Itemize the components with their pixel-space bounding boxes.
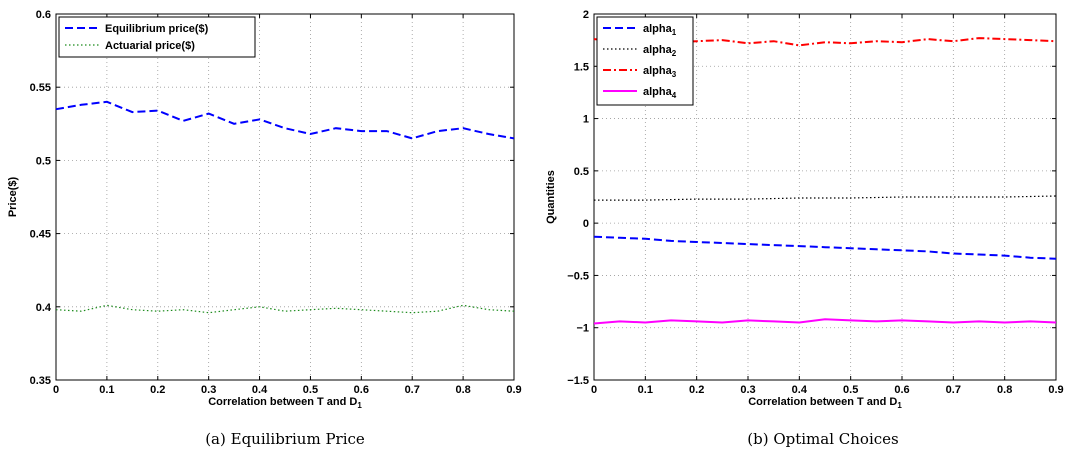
y-axis-label: Price($) <box>7 176 19 217</box>
x-tick-label: 0.7 <box>405 384 420 396</box>
legend: Equilibrium price($) Actuarial price($) <box>58 16 256 58</box>
x-tick-label: 0.9 <box>1048 384 1063 396</box>
chart-equilibrium-price: 0 0.1 0.2 0.3 0.4 0.5 0.6 0.7 0.8 0.9 0.35 0.4 0.45 0… <box>7 9 522 410</box>
x-tick-label: 0.8 <box>455 384 470 396</box>
legend-label: Actuarial price($) <box>105 40 195 52</box>
x-tick-label: 0.5 <box>843 384 858 396</box>
y-tick-label: 1.5 <box>574 61 589 73</box>
plot-area <box>55 13 515 381</box>
x-tick-label: 0.4 <box>792 384 808 396</box>
series-line-1 <box>55 100 515 140</box>
x-tick-label: 0.7 <box>946 384 961 396</box>
x-tick-label: 0.6 <box>354 384 369 396</box>
y-tick-label: −0.5 <box>567 270 589 282</box>
x-tick-label: 0.2 <box>150 384 165 396</box>
x-tick-label: 0 <box>591 384 597 396</box>
x-tick-label: 0.8 <box>997 384 1012 396</box>
y-tick-label: 0.45 <box>30 229 51 241</box>
y-tick-label: 0.6 <box>36 9 51 21</box>
series-line-1 <box>593 235 1057 260</box>
legend-label: alpha3 <box>643 65 677 79</box>
legend-box <box>58 16 256 58</box>
x-axis-label: Correlation between T and D1 <box>748 396 902 410</box>
y-tick-label: 0.35 <box>30 375 51 387</box>
y-tick-label: 1 <box>583 114 589 126</box>
caption-b: (b) Optimal Choices <box>747 430 898 448</box>
legend: alpha1 alpha2 alpha3 alpha4 <box>596 16 694 106</box>
y-tick-label: 0.5 <box>36 155 51 167</box>
x-tick-label: 0.3 <box>740 384 755 396</box>
x-tick-label: 0.9 <box>506 384 521 396</box>
y-tick-label: −1.5 <box>567 375 589 387</box>
y-tick-label: −1 <box>576 323 589 335</box>
x-axis-label: Correlation between T and D1 <box>208 396 362 410</box>
y-axis-label: Quantities <box>545 170 557 224</box>
legend-label: alpha4 <box>643 86 677 100</box>
x-tick-label: 0.3 <box>201 384 216 396</box>
legend-label: alpha2 <box>643 44 677 58</box>
x-tick-label: 0.6 <box>894 384 909 396</box>
y-tick-label: 0.5 <box>574 166 589 178</box>
x-tick-label: 0.4 <box>252 384 268 396</box>
x-tick-label: 0.1 <box>638 384 653 396</box>
legend-label: alpha1 <box>643 23 677 37</box>
series-line-3 <box>593 37 1057 47</box>
legend-label: Equilibrium price($) <box>105 23 209 35</box>
y-tick-label: 2 <box>583 9 589 21</box>
series-line-2 <box>55 304 515 314</box>
series-line-4 <box>593 318 1057 325</box>
x-tick-label: 0.2 <box>689 384 704 396</box>
y-tick-label: 0.4 <box>36 302 52 314</box>
caption-a: (a) Equilibrium Price <box>205 430 365 448</box>
y-tick-label: 0.55 <box>30 82 51 94</box>
x-tick-label: 0.1 <box>99 384 114 396</box>
x-tick-label: 0.5 <box>303 384 318 396</box>
y-tick-label: 0 <box>583 218 589 230</box>
chart-optimal-choices: 0 0.1 0.2 0.3 0.4 0.5 0.6 0.7 0.8 0.9 −1.5 −1 −0.5 0 0… <box>545 9 1064 410</box>
series-line-2 <box>594 195 1057 201</box>
x-tick-label: 0 <box>53 384 59 396</box>
